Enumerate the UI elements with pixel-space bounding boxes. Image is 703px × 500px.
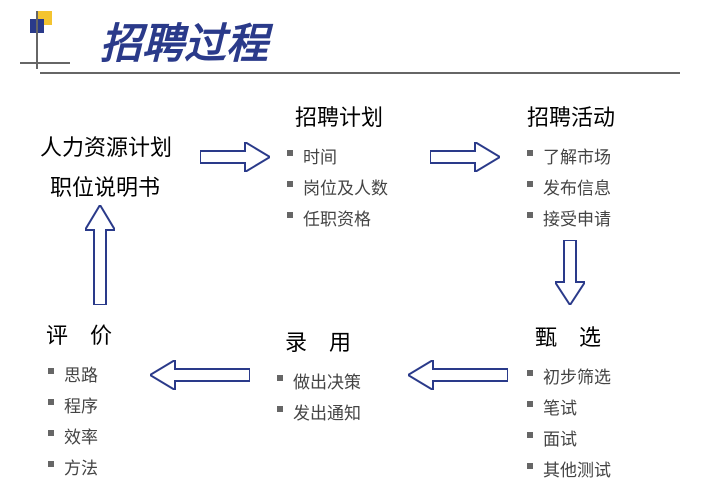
list-item: 时间 bbox=[285, 140, 388, 171]
list-item: 其他测试 bbox=[525, 453, 611, 484]
node-hire-title: 录 用 bbox=[275, 325, 361, 357]
list-item: 初步筛选 bbox=[525, 360, 611, 391]
node-recruit-plan: 招聘计划 时间 岗位及人数 任职资格 bbox=[285, 100, 388, 233]
arrow-right-icon bbox=[430, 142, 500, 177]
title-decoration-icon bbox=[20, 11, 70, 71]
node-hr-plan-line1: 人力资源计划 bbox=[40, 130, 172, 162]
node-selection-title: 甄 选 bbox=[525, 320, 611, 352]
arrow-left-icon bbox=[408, 360, 508, 395]
arrow-down-icon bbox=[555, 240, 585, 310]
node-evaluate: 评 价 思路 程序 效率 方法 bbox=[46, 318, 112, 482]
list-item: 岗位及人数 bbox=[285, 171, 388, 202]
slide-title-area: 招聘过程 bbox=[20, 10, 268, 71]
list-item: 笔试 bbox=[525, 391, 611, 422]
arrow-up-icon bbox=[85, 205, 115, 310]
list-item: 发出通知 bbox=[275, 396, 361, 427]
slide-title: 招聘过程 bbox=[100, 10, 268, 71]
list-item: 思路 bbox=[46, 358, 112, 389]
list-item: 方法 bbox=[46, 451, 112, 482]
node-recruit-activity-items: 了解市场 发布信息 接受申请 bbox=[525, 140, 615, 233]
list-item: 接受申请 bbox=[525, 202, 615, 233]
node-hr-plan: 人力资源计划 职位说明书 bbox=[40, 130, 172, 202]
list-item: 面试 bbox=[525, 422, 611, 453]
list-item: 发布信息 bbox=[525, 171, 615, 202]
node-recruit-activity: 招聘活动 了解市场 发布信息 接受申请 bbox=[525, 100, 615, 233]
node-selection-items: 初步筛选 笔试 面试 其他测试 bbox=[525, 360, 611, 484]
list-item: 任职资格 bbox=[285, 202, 388, 233]
node-hire: 录 用 做出决策 发出通知 bbox=[275, 325, 361, 427]
node-evaluate-title: 评 价 bbox=[46, 318, 112, 350]
arrow-left-icon bbox=[150, 360, 250, 395]
node-hr-plan-line2: 职位说明书 bbox=[40, 170, 172, 202]
list-item: 程序 bbox=[46, 389, 112, 420]
node-selection: 甄 选 初步筛选 笔试 面试 其他测试 bbox=[525, 320, 611, 484]
node-hire-items: 做出决策 发出通知 bbox=[275, 365, 361, 427]
title-underline bbox=[40, 72, 680, 74]
node-evaluate-items: 思路 程序 效率 方法 bbox=[46, 358, 112, 482]
arrow-right-icon bbox=[200, 142, 270, 177]
node-recruit-plan-items: 时间 岗位及人数 任职资格 bbox=[285, 140, 388, 233]
node-recruit-plan-title: 招聘计划 bbox=[285, 100, 388, 132]
node-recruit-activity-title: 招聘活动 bbox=[525, 100, 615, 132]
list-item: 了解市场 bbox=[525, 140, 615, 171]
list-item: 效率 bbox=[46, 420, 112, 451]
list-item: 做出决策 bbox=[275, 365, 361, 396]
